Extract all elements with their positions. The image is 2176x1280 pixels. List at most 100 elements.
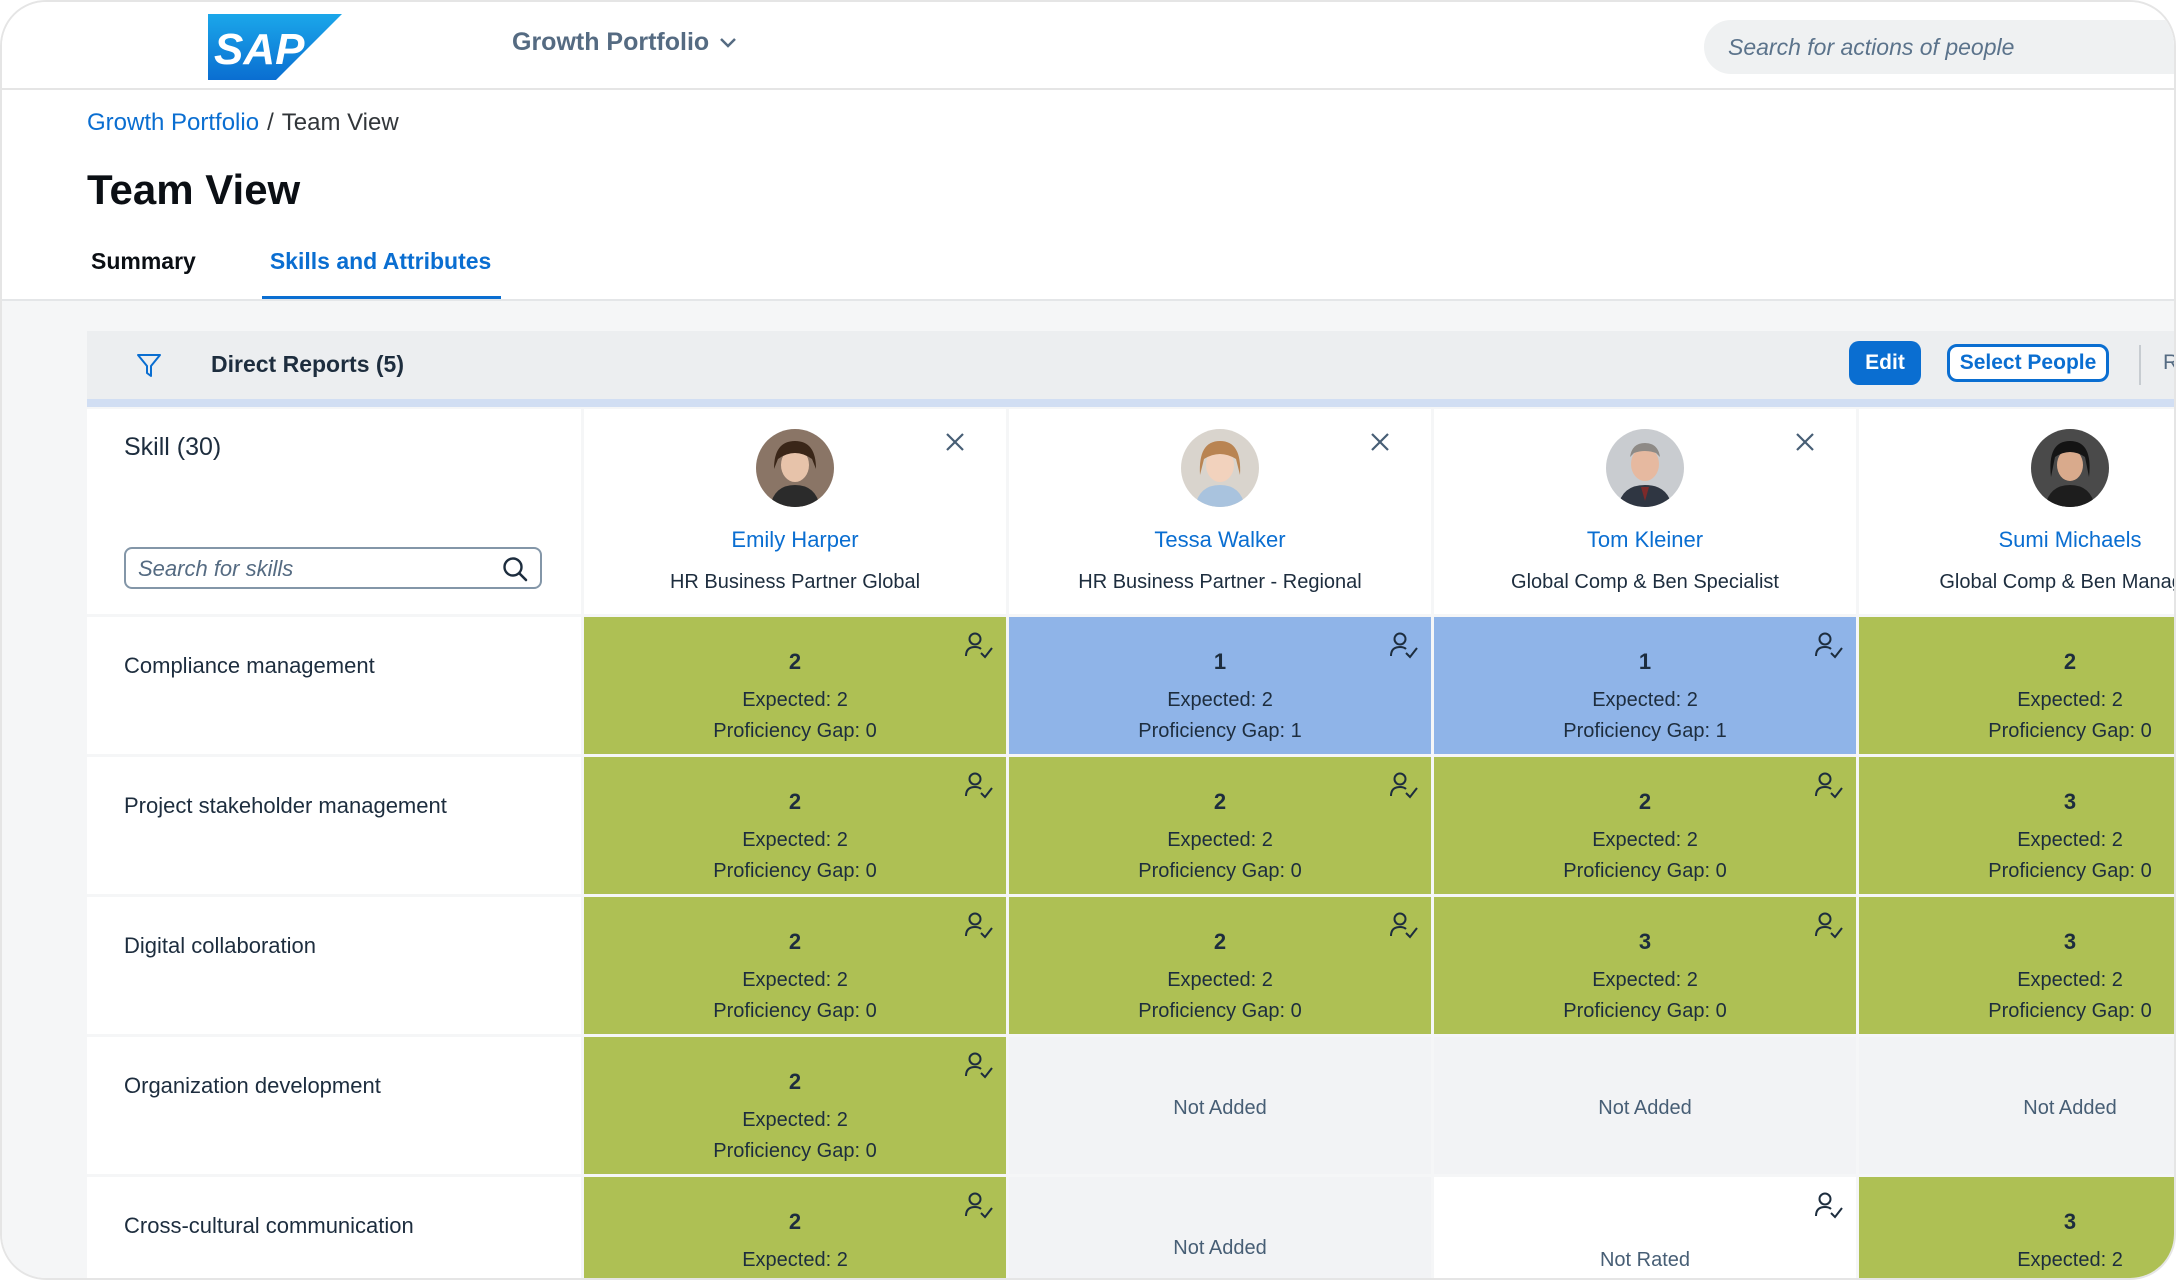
breadcrumb-link-growth-portfolio[interactable]: Growth Portfolio <box>87 109 260 136</box>
skill-count-title: Skill (30) <box>124 433 222 461</box>
rating-status: Not Added <box>1598 1097 1692 1119</box>
rating-cell[interactable]: 2 Expected: 2 Proficiency Gap: 0 <box>584 617 1006 754</box>
rating-cell[interactable]: 3 Expected: 2 Proficiency Gap: 0 <box>1859 897 2174 1034</box>
close-icon[interactable] <box>1369 431 1391 453</box>
person-role: HR Business Partner - Regional <box>1078 571 1362 593</box>
proficiency-gap: Proficiency Gap: 0 <box>1138 860 1302 882</box>
edit-button[interactable]: Edit <box>1849 341 1921 385</box>
person-role: HR Business Partner Global <box>669 571 921 593</box>
proficiency-level: 2 <box>1638 789 1652 814</box>
person-name[interactable]: Tom Kleiner <box>1586 527 1704 552</box>
user-check-icon[interactable] <box>964 1191 994 1219</box>
proficiency-level: 3 <box>1638 929 1652 954</box>
rating-status: Not Added <box>1173 1097 1267 1119</box>
header-divider <box>2 299 2174 301</box>
skill-search-input[interactable] <box>138 555 498 583</box>
user-check-icon[interactable] <box>1814 631 1844 659</box>
expected-level: Expected: 2 <box>1592 829 1698 851</box>
page-title: Team View <box>87 166 301 213</box>
person-name[interactable]: Sumi Michaels <box>1998 527 2142 552</box>
avatar[interactable] <box>756 429 834 507</box>
rating-cell[interactable]: 3 Expected: 2 Proficiency Gap: 0 <box>1434 897 1856 1034</box>
direct-reports-title: Direct Reports (5) <box>211 351 404 377</box>
expected-level: Expected: 2 <box>742 829 848 851</box>
skill-row-label: Cross-cultural communication <box>87 1177 581 1278</box>
breadcrumb-current: Team View <box>281 109 399 136</box>
user-check-icon[interactable] <box>964 631 994 659</box>
user-check-icon[interactable] <box>964 1051 994 1079</box>
proficiency-level: 2 <box>2063 649 2077 674</box>
proficiency-level: 2 <box>1213 789 1227 814</box>
expected-level: Expected: 2 <box>742 1109 848 1131</box>
search-icon[interactable] <box>502 556 528 582</box>
expected-level: Expected: 2 <box>742 1249 848 1271</box>
person-role: Global Comp & Ben Manager <box>1939 571 2176 593</box>
proficiency-gap: Proficiency Gap: 0 <box>1138 1000 1302 1022</box>
proficiency-gap: Proficiency Gap: 0 <box>1988 860 2152 882</box>
user-check-icon[interactable] <box>964 771 994 799</box>
proficiency-level: 2 <box>788 929 802 954</box>
user-check-icon[interactable] <box>1814 911 1844 939</box>
proficiency-level: 3 <box>2063 789 2077 814</box>
proficiency-gap: Proficiency Gap: 0 <box>1988 1000 2152 1022</box>
close-icon[interactable] <box>1794 431 1816 453</box>
user-check-icon[interactable] <box>1814 1191 1844 1219</box>
person-name[interactable]: Emily Harper <box>731 527 859 552</box>
rating-cell[interactable]: 3 Expected: 2 Proficiency Gap: 0 <box>1859 757 2174 894</box>
rating-cell[interactable]: 2 Expected: 2 Proficiency Gap: 0 <box>584 757 1006 894</box>
breadcrumb: Growth Portfolio / Team View <box>87 109 399 137</box>
rating-cell[interactable]: Not Added <box>1434 1037 1856 1174</box>
proficiency-gap: Proficiency Gap: 0 <box>713 1000 877 1022</box>
user-check-icon[interactable] <box>1814 771 1844 799</box>
proficiency-gap: Proficiency Gap: 0 <box>1563 860 1727 882</box>
proficiency-level: 3 <box>2063 1209 2077 1234</box>
tab-skills-and-attributes[interactable]: Skills and Attributes <box>261 242 502 300</box>
toolbar-overflow-button[interactable]: R <box>2163 351 2174 375</box>
global-search-input[interactable] <box>1704 20 2174 74</box>
rating-cell[interactable]: Not Added <box>1009 1177 1431 1278</box>
person-column-header: Sumi Michaels Global Comp & Ben Manager <box>1859 409 2176 614</box>
shell-bar: SAP Growth Portfolio <box>2 2 2174 90</box>
rating-cell[interactable]: 2 Expected: 2 Proficiency Gap: 0 <box>1434 757 1856 894</box>
filter-icon[interactable] <box>135 351 163 379</box>
proficiency-gap: Proficiency Gap: 1 <box>1138 720 1302 742</box>
skill-name: Cross-cultural communication <box>124 1213 414 1238</box>
rating-cell[interactable]: Not Rated <box>1434 1177 1856 1278</box>
skill-name: Project stakeholder management <box>124 793 447 818</box>
user-check-icon[interactable] <box>964 911 994 939</box>
avatar[interactable] <box>1606 429 1684 507</box>
skill-name: Organization development <box>124 1073 381 1098</box>
expected-level: Expected: 2 <box>2017 689 2123 711</box>
sap-logo[interactable]: SAP <box>208 14 342 80</box>
rating-cell[interactable]: 2 Expected: 2 <box>584 1177 1006 1278</box>
rating-cell[interactable]: Not Added <box>1859 1037 2174 1174</box>
proficiency-level: 2 <box>788 1209 802 1234</box>
skill-search-box <box>124 547 542 589</box>
user-check-icon[interactable] <box>1389 911 1419 939</box>
rating-cell[interactable]: 3 Expected: 2 <box>1859 1177 2174 1278</box>
rating-cell[interactable]: 2 Expected: 2 Proficiency Gap: 0 <box>1009 757 1431 894</box>
avatar[interactable] <box>1181 429 1259 507</box>
proficiency-level: 2 <box>1213 929 1227 954</box>
rating-cell[interactable]: 2 Expected: 2 Proficiency Gap: 0 <box>584 1037 1006 1174</box>
skill-row-label: Digital collaboration <box>87 897 581 1034</box>
select-people-button[interactable]: Select People <box>1947 344 2109 382</box>
rating-cell[interactable]: 1 Expected: 2 Proficiency Gap: 1 <box>1009 617 1431 754</box>
user-check-icon[interactable] <box>1389 771 1419 799</box>
rating-cell[interactable]: Not Added <box>1009 1037 1431 1174</box>
close-icon[interactable] <box>944 431 966 453</box>
avatar[interactable] <box>2031 429 2109 507</box>
rating-cell[interactable]: 2 Expected: 2 Proficiency Gap: 0 <box>1009 897 1431 1034</box>
proficiency-gap: Proficiency Gap: 0 <box>1988 720 2152 742</box>
tab-summary[interactable]: Summary <box>91 248 196 274</box>
rating-cell[interactable]: 2 Expected: 2 Proficiency Gap: 0 <box>1859 617 2174 754</box>
user-check-icon[interactable] <box>1389 631 1419 659</box>
person-name[interactable]: Tessa Walker <box>1154 527 1286 552</box>
rating-cell[interactable]: 1 Expected: 2 Proficiency Gap: 1 <box>1434 617 1856 754</box>
skill-name: Compliance management <box>124 653 375 678</box>
rating-cell[interactable]: 2 Expected: 2 Proficiency Gap: 0 <box>584 897 1006 1034</box>
expected-level: Expected: 2 <box>742 969 848 991</box>
portfolio-menu-label: Growth Portfolio <box>512 28 710 56</box>
portfolio-menu[interactable]: Growth Portfolio <box>512 28 737 57</box>
